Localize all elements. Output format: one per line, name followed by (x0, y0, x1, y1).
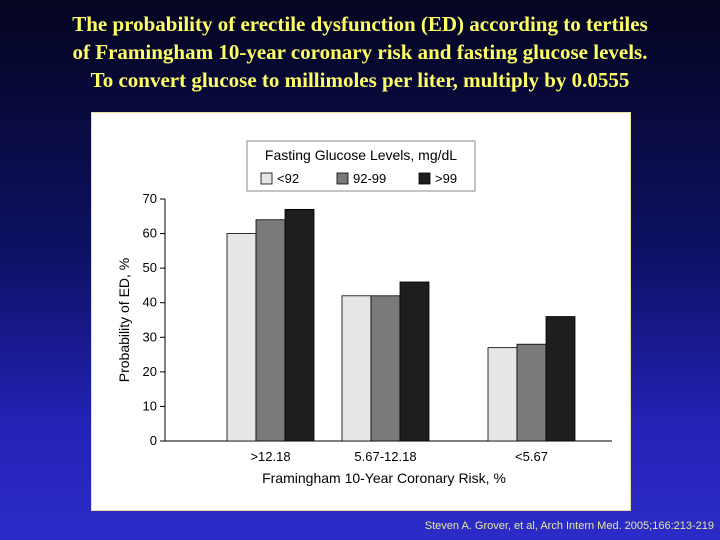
y-tick-label: 0 (150, 433, 157, 448)
x-axis-label: Framingham 10-Year Coronary Risk, % (262, 470, 506, 486)
y-tick-label: 50 (143, 260, 157, 275)
legend-label: 92-99 (353, 171, 386, 186)
legend-swatch (418, 172, 431, 185)
bar-92-99-1 (370, 295, 401, 442)
y-tick-label: 40 (143, 295, 157, 310)
y-tick-label: 70 (143, 191, 157, 206)
slide-title: The probability of erectile dysfunction … (0, 10, 720, 94)
slide-title-line-1: The probability of erectile dysfunction … (72, 12, 648, 36)
slide-title-line-2: of Framingham 10-year coronary risk and … (72, 40, 648, 64)
bar-gt99-1 (399, 281, 430, 442)
y-tick-label: 20 (143, 364, 157, 379)
citation: Steven A. Grover, et al, Arch Intern Med… (424, 520, 714, 532)
bar-92-99-2 (516, 343, 547, 442)
bar-lt92-1 (341, 295, 372, 442)
bar-chart: 0 10 20 30 40 50 60 70 Probability of ED, % >12.1… (116, 140, 612, 486)
y-tick-label: 10 (143, 398, 157, 413)
legend-label: <92 (277, 171, 299, 186)
x-tick-label: <5.67 (515, 449, 548, 464)
bar-92-99-0 (255, 219, 286, 442)
x-tick-label: 5.67-12.18 (354, 449, 416, 464)
legend-swatch (336, 172, 349, 185)
bar-lt92-2 (487, 347, 518, 442)
legend-swatch (260, 172, 273, 185)
bar-gt99-2 (545, 316, 576, 442)
legend-title: Fasting Glucose Levels, mg/dL (265, 147, 457, 163)
legend-box (246, 140, 476, 192)
legend-label: >99 (435, 171, 457, 186)
y-tick-label: 30 (143, 329, 157, 344)
x-tick-label: >12.18 (250, 449, 290, 464)
bar-gt99-0 (284, 208, 315, 442)
slide-title-line-3: To convert glucose to millimoles per lit… (90, 68, 630, 92)
y-tick-label: 60 (143, 226, 157, 241)
bar-lt92-0 (226, 233, 257, 442)
chart-panel: 0 10 20 30 40 50 60 70 Probability of ED, % >12.1… (91, 112, 631, 511)
y-axis-label: Probability of ED, % (116, 258, 132, 383)
